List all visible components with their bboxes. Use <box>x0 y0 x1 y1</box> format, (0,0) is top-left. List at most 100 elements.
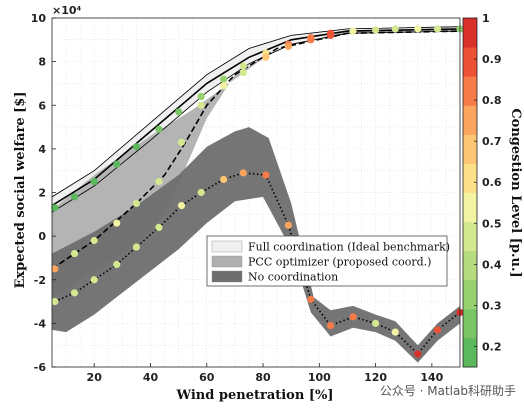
marker-s2 <box>155 177 163 186</box>
marker-s3 <box>371 319 380 327</box>
y-tick-label: 2 <box>38 187 46 200</box>
marker-s3 <box>90 276 98 284</box>
marker-s3 <box>414 350 422 358</box>
colorbar-segment <box>463 221 477 252</box>
y-tick-label: 6 <box>38 99 46 112</box>
colorbar: 0.2 0.3 0.4 0.5 0.6 0.7 0.8 0.9 1 <box>462 12 502 368</box>
y-axis-label: Expected social welfare [$] <box>13 92 28 289</box>
marker-s1 <box>51 204 59 212</box>
marker-s3 <box>433 326 442 334</box>
marker-s1 <box>349 27 357 35</box>
marker-s3 <box>239 169 247 177</box>
y-tick-label: 10 <box>31 12 47 25</box>
colorbar-segment <box>463 134 477 164</box>
colorbar-tick-label: 0.4 <box>482 258 502 271</box>
x-tick-label: 100 <box>308 371 331 384</box>
colorbar-segment <box>463 163 477 193</box>
y-tick-label: -6 <box>34 361 47 374</box>
marker-s3 <box>391 328 399 336</box>
markers <box>51 25 464 358</box>
marker-s2 <box>197 101 205 109</box>
colorbar-tick-label: 0.6 <box>482 176 502 189</box>
marker-s3 <box>155 223 163 231</box>
x-axis-label: Wind penetration [%] <box>176 388 334 403</box>
marker-s3 <box>51 297 59 306</box>
marker-s2 <box>239 68 247 77</box>
colorbar-segment <box>463 279 477 310</box>
legend-swatch <box>211 270 243 283</box>
marker-s1 <box>132 143 141 151</box>
y-exponent: ×10⁴ <box>52 4 82 17</box>
marker-s2 <box>132 199 141 208</box>
marker-s1 <box>433 25 442 33</box>
colorbar-tick-label: 0.9 <box>482 53 502 66</box>
marker-s2 <box>70 249 79 258</box>
colorbar-segment <box>463 76 477 106</box>
colorbar-segment <box>463 250 477 281</box>
marker-s2 <box>262 53 270 61</box>
x-tick-label: 140 <box>420 371 443 384</box>
line-1-upper <box>51 26 461 198</box>
colorbar-tick-label: 0.5 <box>482 217 502 230</box>
line-3 <box>54 172 461 356</box>
marker-s3 <box>307 295 315 303</box>
colorbar-frame <box>462 17 478 368</box>
x-tick-label: 120 <box>364 371 387 384</box>
colorbar-segment <box>463 192 477 223</box>
marker-s3 <box>284 221 292 229</box>
legend-box <box>206 235 448 287</box>
watermark: 公众号 · Matlab科研助手 <box>380 384 516 398</box>
marker-s1 <box>155 125 163 133</box>
y-tick-label: -4 <box>34 317 47 330</box>
x-tick-label: 80 <box>255 371 271 384</box>
marker-s2 <box>51 265 59 273</box>
marker-s2 <box>113 219 121 227</box>
colorbar-segment <box>463 47 477 77</box>
marker-s2 <box>326 31 335 40</box>
y-tick-label: 4 <box>38 143 46 156</box>
line-1 <box>51 28 461 207</box>
y-tick-label: -2 <box>34 274 46 287</box>
marker-s1 <box>70 193 79 201</box>
colorbar-segment <box>463 18 477 48</box>
marker-s3 <box>132 243 141 251</box>
colorbar-segment <box>463 105 477 135</box>
legend-label: Full coordination (Ideal benchmark) <box>248 241 450 254</box>
legend: Full coordination (Ideal benchmark) PCC o… <box>206 235 450 287</box>
marker-s1 <box>113 160 121 168</box>
colorbar-tick-label: 0.3 <box>482 299 502 312</box>
marker-s1 <box>239 62 247 70</box>
x-tick-label: 40 <box>143 371 159 384</box>
marker-s3 <box>349 313 357 321</box>
colorbar-tick-label: 0.8 <box>482 94 502 107</box>
marker-s3 <box>197 188 205 197</box>
x-tick-label: 20 <box>87 371 103 384</box>
marker-s1 <box>197 92 205 101</box>
marker-s3 <box>220 175 228 184</box>
x-tick-label: 60 <box>199 371 215 384</box>
marker-s2 <box>177 138 186 146</box>
colorbar-tick-label: 0.2 <box>482 340 502 353</box>
marker-s3 <box>113 260 121 269</box>
y-tick-label: 8 <box>38 56 46 69</box>
colorbar-tick-label: 1 <box>482 12 490 25</box>
axes: 20 40 60 80 100 120 140 -6 -4 -2 0 2 4 6 8 10 <box>31 12 461 384</box>
colorbar-segment <box>463 308 477 339</box>
colorbar-tick-label: 0.7 <box>482 135 502 148</box>
marker-s1 <box>414 25 422 33</box>
marker-s1 <box>220 75 228 83</box>
legend-label: PCC optimizer (proposed coord.) <box>248 256 431 269</box>
legend-swatch <box>211 240 243 253</box>
marker-s1 <box>175 108 183 116</box>
legend-label: No coordination <box>248 271 338 284</box>
y-tick-label: 0 <box>38 230 46 243</box>
marker-s3 <box>177 201 186 210</box>
legend-swatch <box>211 255 243 268</box>
marker-s1 <box>391 25 399 33</box>
colorbar-label: Congestion Level [p.u.] <box>508 108 523 277</box>
marker-s2 <box>307 36 315 44</box>
marker-s1 <box>90 177 98 186</box>
marker-s2 <box>284 42 292 50</box>
marker-s3 <box>326 321 335 330</box>
